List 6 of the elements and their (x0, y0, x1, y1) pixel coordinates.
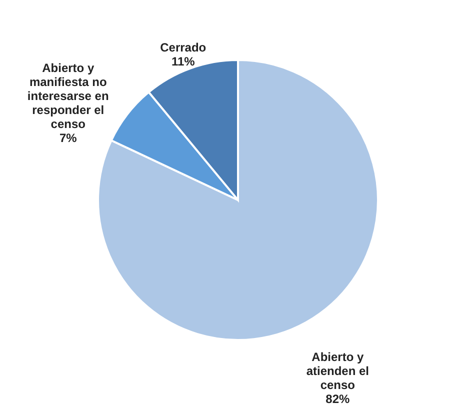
slice-label: Cerrado (160, 40, 206, 55)
slice-label: Abierto y manifiesta no interesarse en responder el censo (27, 61, 109, 132)
slice-label: Abierto y atienden el censo (306, 350, 370, 392)
data-label: 11% (171, 54, 196, 69)
data-label: 7% (59, 131, 78, 146)
data-label: 82% (326, 392, 350, 406)
